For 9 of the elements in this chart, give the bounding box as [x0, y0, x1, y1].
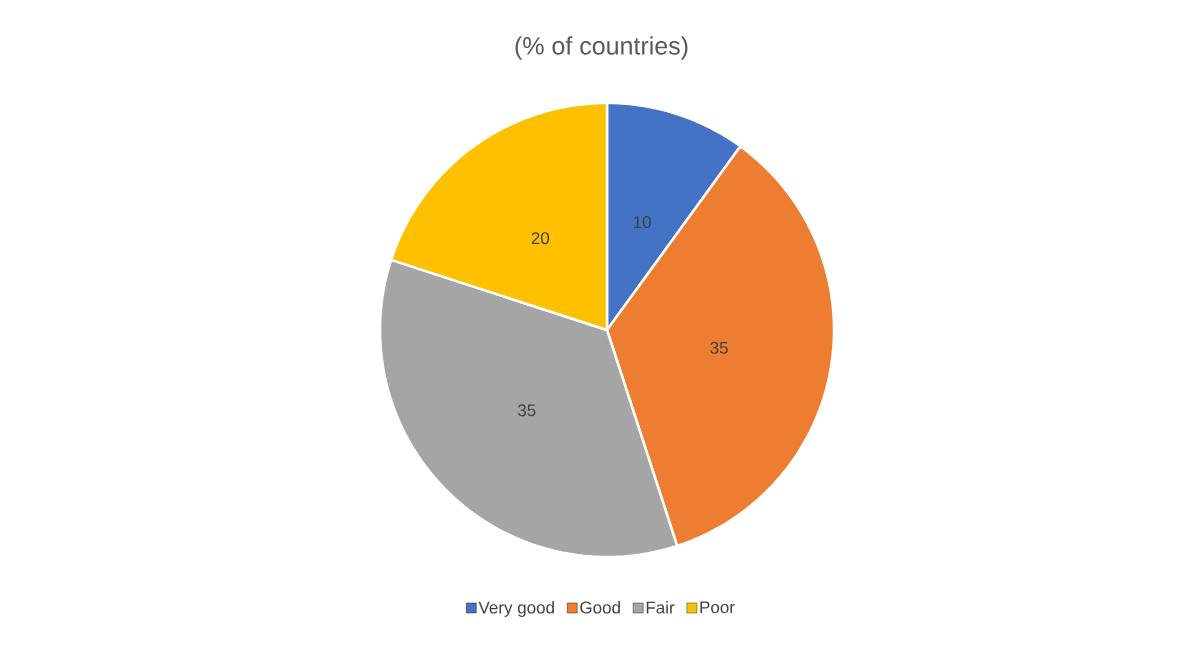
- legend-label: Good: [580, 601, 620, 614]
- data-label: 20: [531, 232, 550, 245]
- legend-label: Very good: [478, 601, 554, 617]
- legend-label: Fair: [646, 601, 675, 614]
- chart-title: (% of countries): [515, 36, 688, 60]
- data-label: 10: [633, 216, 651, 229]
- legend-label: Poor: [700, 601, 735, 614]
- data-label: 35: [710, 341, 728, 354]
- data-label: 35: [517, 404, 536, 417]
